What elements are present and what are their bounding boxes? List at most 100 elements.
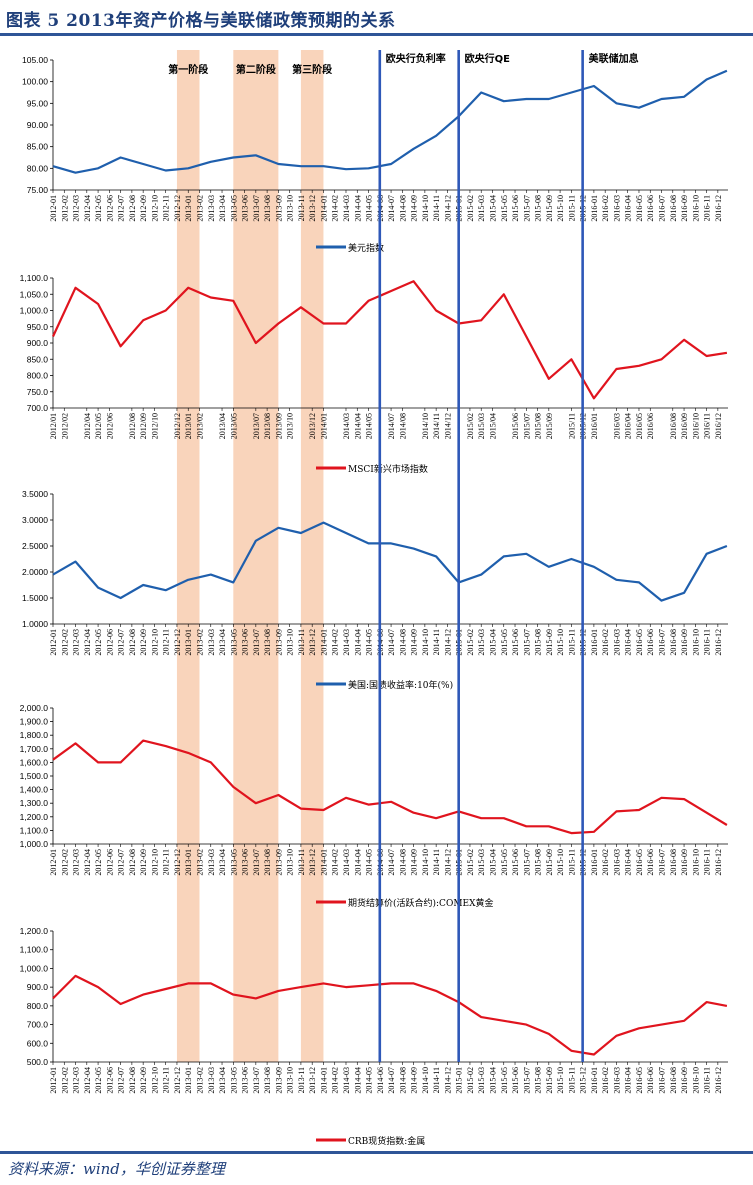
x-tick-label: 2014-01 [319, 849, 328, 876]
legend-label: 美元指数 [348, 242, 384, 254]
x-tick-label: 2013-04 [218, 629, 227, 656]
x-tick-label: 2013/12 [308, 413, 317, 439]
x-tick-label: 2014/05 [365, 413, 374, 439]
x-tick-label: 2016-04 [624, 195, 633, 222]
x-tick-label: 2015-03 [477, 195, 486, 222]
x-tick-label: 2014-03 [342, 1067, 351, 1094]
x-tick-label: 2016-04 [624, 1067, 633, 1094]
x-tick-label: 2016-08 [669, 1067, 678, 1094]
x-tick-label: 2013/05 [229, 413, 238, 439]
x-tick-label: 2014-07 [387, 849, 396, 876]
y-tick-label: 700.0 [27, 403, 49, 413]
x-tick-label: 2013-04 [218, 849, 227, 876]
x-tick-label: 2016/10 [691, 413, 700, 439]
x-tick-label: 2013-06 [241, 195, 250, 222]
x-tick-label: 2012-04 [83, 849, 92, 876]
x-tick-label: 2012-07 [117, 629, 126, 656]
x-tick-label: 2016-11 [703, 629, 712, 655]
y-tick-label: 1,300.0 [20, 798, 49, 808]
event-line-label: 欧央行QE [465, 52, 511, 65]
x-tick-label: 2016-12 [714, 629, 723, 656]
x-tick-label: 2015-04 [488, 195, 497, 222]
x-tick-label: 2013-10 [286, 195, 295, 222]
x-tick-label: 2014-11 [432, 195, 441, 221]
x-tick-label: 2012-01 [49, 195, 58, 222]
x-tick-label: 2014-11 [432, 629, 441, 655]
charts-canvas: 第一阶段 第二阶段 第三阶段 75.00 80.00 85.00 90.00 95.00 100… [20, 50, 728, 1147]
y-tick-label: 800.0 [27, 371, 49, 381]
x-tick-label: 2015-02 [466, 629, 475, 656]
x-tick-label: 2014-08 [398, 849, 407, 876]
x-tick-label: 2012-02 [60, 1067, 69, 1094]
x-tick-label: 2013-12 [308, 629, 317, 656]
x-tick-label: 2016-10 [691, 629, 700, 656]
y-tick-label: 500.0 [27, 1057, 49, 1067]
x-tick-label: 2015/09 [545, 413, 554, 439]
y-tick-label: 1.0000 [22, 619, 48, 629]
x-tick-label: 2015-10 [556, 629, 565, 656]
x-tick-label: 2013-01 [184, 849, 193, 876]
x-tick-label: 2014-09 [410, 195, 419, 222]
x-tick-label: 2013-11 [297, 195, 306, 221]
footer-rule [0, 1151, 753, 1154]
title-bar: 图表 5 2013年资产价格与美联储政策预期的关系 [0, 0, 753, 36]
event-band-label: 第三阶段 [292, 63, 332, 76]
x-tick-label: 2014-02 [331, 629, 340, 656]
x-tick-label: 2012-11 [162, 1067, 171, 1093]
x-tick-label: 2013-02 [195, 1067, 204, 1094]
x-tick-label: 2016/05 [635, 413, 644, 439]
x-tick-label: 2013-06 [241, 629, 250, 656]
x-tick-label: 2016-09 [680, 1067, 689, 1094]
x-tick-label: 2012-10 [150, 849, 159, 876]
y-tick-label: 1,000.0 [20, 306, 49, 316]
y-tick-label: 900.0 [27, 982, 49, 992]
y-tick-label: 1,100.0 [20, 945, 49, 955]
x-tick-label: 2013-04 [218, 1067, 227, 1094]
x-tick-label: 2014-09 [410, 1067, 419, 1094]
x-tick-label: 2015-11 [567, 629, 576, 655]
y-tick-label: 2,000.0 [20, 703, 49, 713]
x-tick-label: 2012-02 [60, 195, 69, 222]
x-tick-label: 2016-12 [714, 849, 723, 876]
x-tick-label: 2012-02 [60, 629, 69, 656]
x-tick-label: 2013-09 [274, 1067, 283, 1094]
x-tick-label: 2016-08 [669, 629, 678, 656]
x-tick-label: 2014/04 [353, 413, 362, 439]
x-tick-label: 2012-03 [72, 849, 81, 876]
x-tick-label: 2012-08 [128, 195, 137, 222]
x-tick-label: 2014-01 [319, 195, 328, 222]
x-tick-label: 2016-09 [680, 849, 689, 876]
x-tick-label: 2015-12 [579, 1067, 588, 1094]
x-tick-label: 2013-05 [229, 1067, 238, 1094]
x-tick-label: 2012-02 [60, 849, 69, 876]
x-tick-label: 2012/09 [139, 413, 148, 439]
x-tick-label: 2014-08 [398, 629, 407, 656]
x-tick-label: 2016-07 [658, 1067, 667, 1094]
x-tick-label: 2015/02 [466, 413, 475, 439]
x-tick-label: 2013-03 [207, 629, 216, 656]
x-tick-label: 2013-07 [252, 629, 261, 656]
x-tick-label: 2012-03 [72, 1067, 81, 1094]
x-tick-label: 2014-04 [353, 1067, 362, 1094]
series-line [52, 974, 728, 1056]
x-tick-label: 2015-03 [477, 629, 486, 656]
x-tick-label: 2016-01 [590, 629, 599, 656]
x-tick-label: 2016-09 [680, 195, 689, 222]
y-tick-label: 1,200.0 [20, 926, 49, 936]
y-tick-label: 80.00 [27, 163, 49, 173]
x-tick-label: 2014-04 [353, 629, 362, 656]
x-tick-label: 2013-12 [308, 195, 317, 222]
y-tick-label: 2.5000 [22, 541, 48, 551]
x-tick-label: 2014/08 [398, 413, 407, 439]
x-tick-label: 2012-06 [105, 849, 114, 876]
x-tick-label: 2016-02 [601, 629, 610, 656]
x-tick-label: 2015-10 [556, 195, 565, 222]
y-tick-label: 75.00 [27, 185, 49, 195]
chart-panel-2: 700.0 750.0 800.0 850.0 900.0 950.0 1,000.0 1,0… [20, 273, 728, 475]
x-tick-label: 2014-05 [365, 849, 374, 876]
event-band-1 [176, 50, 200, 1062]
x-tick-label: 2013-07 [252, 195, 261, 222]
x-tick-label: 2016-05 [635, 849, 644, 876]
x-tick-label: 2012-06 [105, 195, 114, 222]
x-tick-label: 2012-08 [128, 849, 137, 876]
